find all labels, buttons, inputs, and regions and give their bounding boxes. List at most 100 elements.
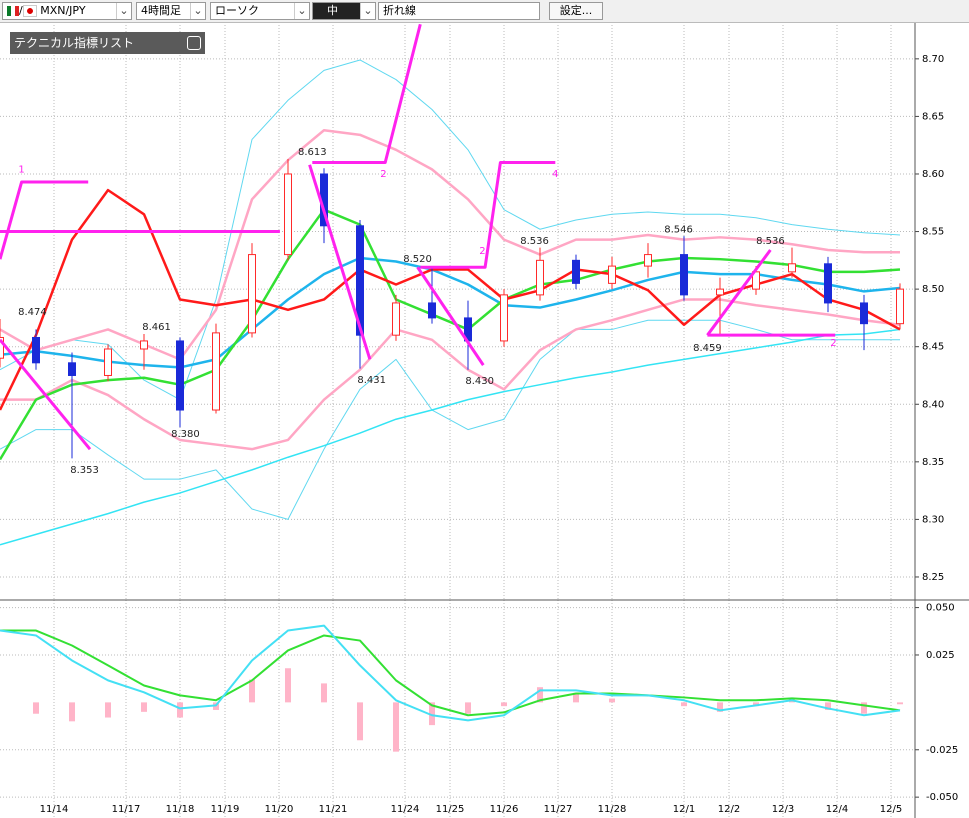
indicator-line — [0, 128, 900, 361]
histogram-bar — [609, 698, 615, 703]
price-annotation: 8.613 — [298, 147, 327, 158]
x-tick-label: 11/19 — [211, 804, 240, 815]
wave-marker: 2 — [380, 169, 386, 180]
histogram-bar — [141, 702, 147, 712]
symbol: MXN/JPY — [40, 4, 86, 17]
histogram-bar — [465, 702, 471, 714]
indicator-list-panel[interactable]: テクニカル指標リスト — [10, 32, 205, 54]
dropdown-arrow: ⌄ — [294, 3, 309, 19]
x-tick-label: 11/28 — [598, 804, 627, 815]
drawn-line — [312, 23, 422, 164]
drawn-line — [420, 160, 556, 269]
candle-body — [248, 254, 256, 334]
x-tick-label: 12/1 — [673, 804, 695, 815]
y-tick-label: 8.65 — [922, 111, 944, 122]
y-tick-label: 8.50 — [922, 284, 944, 295]
candle-body — [428, 302, 436, 319]
indicator-line — [0, 256, 901, 369]
candle-body — [68, 362, 76, 376]
candle-body — [0, 336, 4, 359]
histogram-bar — [861, 702, 867, 714]
histogram-bar — [33, 702, 39, 714]
drawn-line — [416, 266, 485, 366]
wave-marker: 2 — [830, 338, 836, 349]
histogram-bar — [177, 702, 183, 718]
candle-body — [608, 265, 616, 284]
candle-body — [572, 259, 580, 284]
x-tick-label: 11/14 — [40, 804, 69, 815]
candle-body — [788, 263, 796, 273]
y-tick-label: 8.25 — [922, 572, 944, 583]
y-tick-label: 8.40 — [922, 399, 944, 410]
y-tick-label: 8.70 — [922, 54, 944, 65]
candle-body — [536, 259, 544, 296]
histogram-bar — [321, 683, 327, 703]
settings-label: 設定... — [559, 4, 593, 17]
histogram-bar — [753, 702, 759, 707]
candle-body — [896, 288, 904, 325]
y-tick-label: 0.025 — [926, 650, 955, 661]
y-tick-label: 8.60 — [922, 169, 944, 180]
symbol-select[interactable]: / MXN/JPY ⌄ — [2, 2, 132, 20]
candle-body — [32, 336, 40, 364]
toolbar: / MXN/JPY ⌄ 4時間足 ⌄ ローソク ⌄ 中 ⌄ 折れ線 設定... — [0, 0, 969, 23]
x-tick-label: 11/27 — [544, 804, 573, 815]
indicator-line — [0, 319, 900, 520]
histogram-bar — [537, 687, 543, 703]
panel-icon[interactable] — [187, 36, 201, 50]
price-annotation: 8.459 — [693, 343, 722, 354]
indicator-line — [0, 298, 901, 451]
timeframe-select[interactable]: 4時間足 ⌄ — [136, 2, 206, 20]
x-tick-label: 11/24 — [391, 804, 420, 815]
indicator-line — [0, 188, 901, 411]
price-annotation: 8.380 — [171, 429, 200, 440]
histogram-bar — [825, 702, 831, 710]
y-tick-label: 0.050 — [926, 603, 955, 614]
x-tick-label: 11/25 — [436, 804, 465, 815]
price-annotation: 8.546 — [664, 224, 693, 235]
indicator-line — [0, 208, 901, 461]
candle-body — [284, 173, 292, 256]
price-annotation: 8.474 — [18, 307, 47, 318]
price-annotation: 8.536 — [520, 236, 549, 247]
histogram-bar — [501, 702, 507, 707]
x-tick-label: 11/20 — [265, 804, 294, 815]
chart-type-select[interactable]: ローソク ⌄ — [210, 2, 310, 20]
candle-body — [680, 254, 688, 296]
wave-marker: 2 — [479, 246, 485, 257]
x-tick-label: 12/5 — [880, 804, 902, 815]
size-select[interactable]: 中 ⌄ — [312, 2, 376, 20]
x-tick-label: 11/21 — [319, 804, 348, 815]
line-type-field[interactable]: 折れ線 — [378, 2, 540, 20]
y-tick-label: 8.55 — [922, 227, 944, 238]
candle-body — [644, 254, 652, 267]
histogram-bar — [897, 702, 903, 705]
flag — [7, 6, 19, 16]
x-tick-label: 12/3 — [772, 804, 794, 815]
indicator-line — [0, 59, 901, 401]
line-type: 折れ線 — [383, 4, 416, 17]
indicator-line — [0, 328, 901, 546]
price-annotation: 8.431 — [357, 375, 386, 386]
histogram-bar — [249, 679, 255, 703]
histogram-bar — [105, 702, 111, 718]
dropdown-arrow: ⌄ — [190, 3, 205, 19]
price-annotation: 8.536 — [756, 236, 785, 247]
price-annotation: 8.520 — [403, 254, 432, 265]
settings-button[interactable]: 設定... — [549, 2, 603, 20]
histogram-bar — [573, 692, 579, 703]
x-tick-label: 12/4 — [826, 804, 848, 815]
drawn-line — [0, 180, 89, 260]
x-tick-label: 11/26 — [490, 804, 519, 815]
candle-body — [716, 288, 724, 296]
price-annotation: 8.430 — [465, 376, 494, 387]
histogram-bar — [357, 702, 363, 741]
price-annotation: 8.461 — [142, 322, 171, 333]
dropdown-arrow: ⌄ — [360, 3, 375, 19]
x-tick-label: 12/2 — [718, 804, 740, 815]
y-tick-label: -0.025 — [926, 745, 958, 756]
histogram-bar — [717, 702, 723, 712]
x-tick-label: 11/18 — [166, 804, 195, 815]
y-tick-label: -0.050 — [926, 792, 958, 803]
